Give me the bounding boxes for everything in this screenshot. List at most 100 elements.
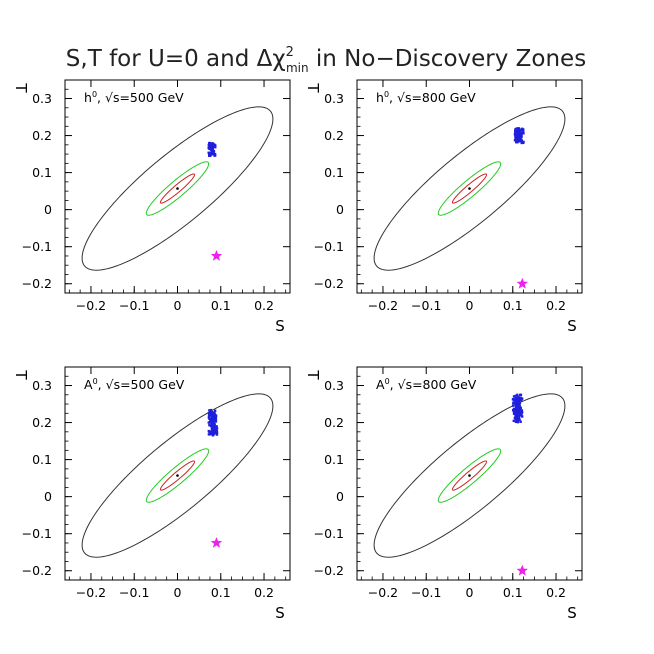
blue-cluster-point [519,136,522,140]
title-subscript: min [286,61,309,75]
y-axis-label: T [12,369,30,380]
panel-label-superscript: 0 [385,377,390,386]
x-tick-label: 0 [466,585,474,600]
x-tick-label: 0.1 [503,585,523,600]
blue-cluster-point [214,431,217,435]
blue-cluster-point [514,129,517,133]
blue-cluster-point [515,411,518,414]
blue-cluster-core [514,396,521,421]
y-axis-label: T [304,369,322,380]
blue-cluster-point [209,433,213,436]
panel-label: h0, √s=500 GeV [84,90,184,105]
blue-cluster-point [211,410,214,414]
y-tick-label: −0.2 [22,276,52,291]
blue-cluster-point [520,127,523,131]
y-axis-label: T [304,82,322,93]
blue-cluster-point [512,412,516,415]
panel-label-energy: , √s=500 GeV [98,377,185,392]
blue-cluster-point [515,406,519,409]
x-tick-label: −0.2 [76,585,106,600]
blue-cluster-point [511,404,515,407]
y-tick-label: 0.3 [324,91,344,106]
panel-label-energy: , √s=500 GeV [97,90,184,105]
blue-cluster-point [214,416,217,419]
blue-cluster-point [521,397,524,400]
blue-cluster-point [520,409,524,412]
blue-cluster-point [516,393,519,397]
panel-label-superscript: 0 [384,90,389,99]
y-tick-label: 0.3 [32,91,52,106]
ellipse-green [437,161,502,216]
figure-title: S,T for U=0 and Δχ2 min in No−Discovery Z… [66,45,586,75]
ellipse-green [437,448,502,503]
y-tick-label: 0.3 [324,378,344,393]
blue-cluster-point [518,138,521,141]
blue-cluster-point [209,419,212,422]
blue-cluster-point [514,415,517,418]
x-axis-label: S [567,604,577,622]
panel-label-particle: h [376,90,384,105]
x-tick-label: 0 [174,585,182,600]
center-point [468,474,471,477]
blue-cluster-point [213,152,217,156]
blue-cluster-point [518,398,522,401]
blue-cluster-point [209,148,212,151]
blue-cluster-point [212,429,215,433]
y-tick-label: 0.1 [32,165,52,180]
blue-cluster-point [211,142,215,146]
y-tick-label: 0.3 [32,378,52,393]
blue-cluster-point [213,423,216,426]
panel-label-particle: A [376,377,385,392]
blue-cluster-point [513,416,517,420]
blue-cluster-point [514,136,517,140]
panel-label-energy: , √s=800 GeV [389,90,476,105]
blue-cluster-point [214,417,218,421]
panel-label: A0, √s=500 GeV [84,377,185,392]
panel-label-particle: A [84,377,93,392]
blue-cluster-point [516,420,520,424]
blue-cluster-point [215,425,218,428]
blue-cluster-point [516,400,519,404]
blue-cluster-point [211,421,215,425]
blue-cluster-point [514,420,518,424]
blue-cluster-point [208,141,211,145]
blue-cluster-point [212,150,215,154]
blue-cluster-point [213,416,216,419]
ellipse-outer [81,393,274,558]
blue-cluster-point [518,402,522,405]
blue-cluster-point [518,407,521,410]
blue-cluster-point [520,411,523,415]
x-tick-label: 0.2 [254,298,274,313]
blue-cluster-point [517,132,520,135]
blue-cluster-point [215,427,219,430]
blue-cluster-point [210,412,213,415]
blue-cluster-point [517,395,520,398]
plot-frame [64,366,291,581]
blue-cluster-point [209,154,212,157]
blue-cluster-point [210,413,213,417]
y-tick-label: 0.2 [32,415,52,430]
y-tick-label: −0.1 [22,526,52,541]
blue-cluster-point [210,143,213,146]
y-axis-label: T [12,82,30,93]
blue-cluster-point [514,408,517,412]
x-tick-label: −0.1 [411,585,441,600]
x-tick-label: −0.1 [119,298,149,313]
blue-cluster-point [207,151,210,154]
blue-cluster-point [516,131,519,134]
blue-cluster-point [519,420,522,423]
blue-cluster-point [215,433,219,436]
blue-cluster-point [514,402,517,405]
blue-cluster-point [213,428,216,431]
blue-cluster-point [519,131,522,135]
blue-cluster-point [519,406,522,410]
y-tick-label: 0.1 [32,452,52,467]
x-tick-label: −0.1 [119,585,149,600]
blue-cluster-point [516,419,519,422]
title-tail-text: in No−Discovery Zones [309,46,587,72]
blue-cluster-point [207,412,211,415]
